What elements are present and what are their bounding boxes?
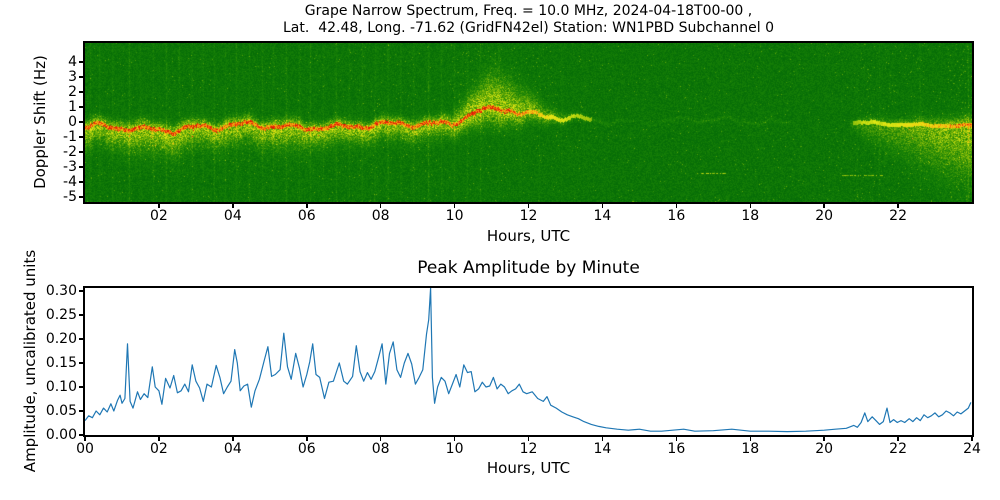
amp-y-tick-mark <box>79 362 83 364</box>
amp-x-tick-mark <box>158 437 160 441</box>
amp-x-tick-mark <box>379 437 382 441</box>
spec-y-tick-label: -4 <box>63 174 77 191</box>
amp-x-tick-label: 22 <box>889 441 907 457</box>
amp-x-tick-mark <box>232 437 234 441</box>
amp-y-tick-label: 0.15 <box>45 355 77 371</box>
spec-y-tick-label: -2 <box>63 144 77 161</box>
amp-x-tick-mark <box>823 437 825 441</box>
spec-x-tick-mark <box>675 204 678 208</box>
amp-x-tick-mark <box>527 437 530 441</box>
amplitude-line-chart <box>85 288 972 433</box>
spec-x-tick-label: 14 <box>593 208 612 224</box>
spec-y-tick-label: 4 <box>68 54 77 71</box>
amp-x-tick-label: 00 <box>76 441 94 457</box>
amplitude-plot-area <box>83 286 974 437</box>
spec-x-tick-mark <box>527 204 530 208</box>
spec-x-tick-label: 12 <box>519 208 538 224</box>
spec-y-tick-label: 2 <box>68 84 77 101</box>
spec-y-tick-mark <box>79 121 83 123</box>
spec-y-tick-mark <box>79 196 83 198</box>
amp-y-tick-mark <box>79 338 83 340</box>
spec-x-tick-mark <box>823 204 825 208</box>
spec-y-tick-mark <box>79 91 83 93</box>
spec-x-tick-label: 06 <box>297 208 316 224</box>
spec-y-tick-mark <box>79 166 83 168</box>
spectrogram-plot-area <box>83 41 974 204</box>
amp-x-tick-label: 10 <box>445 441 464 457</box>
amp-y-tick-label: 0.25 <box>45 307 77 323</box>
spec-y-tick-mark <box>79 151 83 153</box>
spec-y-tick-mark <box>79 181 83 183</box>
amp-x-tick-label: 20 <box>815 441 834 457</box>
spec-x-tick-label: 18 <box>741 208 760 224</box>
amp-y-tick-mark <box>79 386 83 388</box>
amp-y-tick-label: 0.00 <box>45 427 77 443</box>
spec-y-tick-label: -3 <box>63 159 77 176</box>
amp-x-tick-mark <box>84 437 86 441</box>
spec-y-tick-label: 3 <box>68 69 77 86</box>
spec-x-tick-mark <box>379 204 382 208</box>
amplitude-series-line <box>85 288 972 433</box>
spec-x-tick-label: 08 <box>371 208 390 224</box>
spec-y-tick-mark <box>79 106 83 108</box>
spec-y-tick-label: 1 <box>68 99 77 116</box>
spec-y-tick-label: -1 <box>63 129 77 146</box>
amp-x-tick-mark <box>601 437 604 441</box>
amp-y-tick-label: 0.10 <box>45 379 77 395</box>
amp-y-tick-label: 0.30 <box>45 283 77 299</box>
doppler-spectrogram-image <box>85 43 972 202</box>
spec-x-tick-mark <box>897 204 899 208</box>
spec-x-tick-label: 10 <box>445 208 464 224</box>
amp-x-tick-label: 16 <box>667 441 686 457</box>
figure-title-line-1: Grape Narrow Spectrum, Freq. = 10.0 MHz,… <box>304 3 753 19</box>
amp-x-tick-label: 12 <box>519 441 538 457</box>
spec-x-tick-mark <box>306 204 308 208</box>
amp-x-tick-label: 06 <box>297 441 316 457</box>
amp-x-tick-mark <box>306 437 308 441</box>
amplitude-plot-title: Peak Amplitude by Minute <box>417 258 640 278</box>
spec-y-tick-mark <box>79 61 83 63</box>
amp-x-tick-label: 14 <box>593 441 612 457</box>
spectrogram-xlabel: Hours, UTC <box>486 227 571 245</box>
spec-x-tick-label: 02 <box>149 208 168 224</box>
spec-y-tick-mark <box>79 136 83 138</box>
amp-y-tick-mark <box>79 314 83 316</box>
amp-x-tick-mark <box>749 437 751 441</box>
spec-x-tick-mark <box>601 204 604 208</box>
spec-x-tick-label: 04 <box>223 208 242 224</box>
spec-x-tick-mark <box>453 204 456 208</box>
amp-x-tick-label: 24 <box>963 441 981 457</box>
amp-x-tick-mark <box>897 437 899 441</box>
amplitude-xlabel: Hours, UTC <box>486 459 571 477</box>
spec-x-tick-label: 22 <box>889 208 907 224</box>
amp-y-tick-mark <box>79 290 83 292</box>
amp-x-tick-label: 02 <box>149 441 168 457</box>
amp-y-tick-label: 0.20 <box>45 331 77 347</box>
spec-x-tick-mark <box>749 204 751 208</box>
spec-y-tick-mark <box>79 76 83 78</box>
spec-y-tick-label: 0 <box>68 114 77 131</box>
amp-x-tick-mark <box>675 437 678 441</box>
spec-x-tick-mark <box>232 204 234 208</box>
amp-x-tick-label: 08 <box>371 441 390 457</box>
amp-y-tick-mark <box>79 410 83 412</box>
amp-x-tick-mark <box>453 437 456 441</box>
amp-y-tick-mark <box>79 434 83 436</box>
figure-title-line-2: Lat. 42.48, Long. -71.62 (GridFN42el) St… <box>283 20 774 36</box>
amp-x-tick-mark <box>971 437 973 441</box>
spec-x-tick-mark <box>158 204 160 208</box>
amp-x-tick-label: 04 <box>223 441 242 457</box>
amp-y-tick-label: 0.05 <box>45 403 77 419</box>
amp-x-tick-label: 18 <box>741 441 760 457</box>
spec-x-tick-label: 20 <box>815 208 834 224</box>
spec-y-tick-label: -5 <box>63 189 77 206</box>
spec-x-tick-label: 16 <box>667 208 686 224</box>
